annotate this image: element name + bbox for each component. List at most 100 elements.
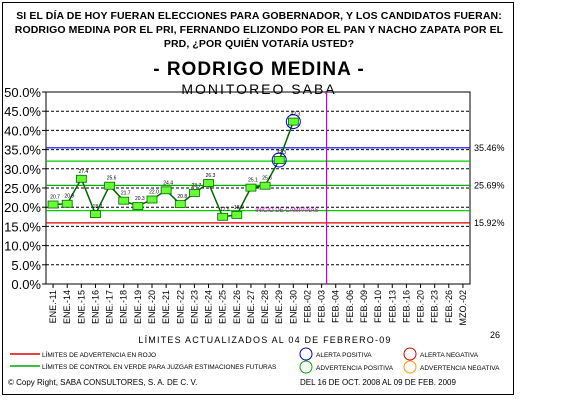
x-tick-label: ENE.-19 xyxy=(133,290,143,324)
data-label: 18.2 xyxy=(93,204,103,210)
data-point xyxy=(188,189,200,197)
x-tick-label: FEB.-06 xyxy=(345,290,355,323)
data-label: 17.5 xyxy=(220,207,230,213)
x-tick-label: FEB.-16 xyxy=(401,290,411,323)
y-tick-label: 35.0% xyxy=(4,143,41,158)
x-tick-label: FEB.-23 xyxy=(430,290,440,323)
x-tick-label: ENE.-25 xyxy=(218,290,228,324)
legend-advertencia-positiva-icon xyxy=(299,360,313,374)
data-label: 24.4 xyxy=(163,180,173,186)
x-tick-label: ENE.-29 xyxy=(274,290,284,324)
survey-question: SI EL DÍA DE HOY FUERAN ELECCIONES PARA … xyxy=(14,10,504,50)
legend-red-label: LÍMITES DE ADVERTENCIA EN ROJO xyxy=(42,350,156,359)
legend-advertencia-negativa-icon xyxy=(403,360,417,374)
y-tick-label: 25.0% xyxy=(4,181,41,196)
reference-line-label: 15.92% xyxy=(474,218,505,228)
data-label: 25.6 xyxy=(107,176,117,182)
x-tick-label: FEB.-02 xyxy=(302,290,312,323)
data-point xyxy=(146,195,158,204)
x-tick-label: ENE.-14 xyxy=(62,290,72,324)
y-tick-label: 30.0% xyxy=(4,162,41,177)
reference-line-label: 35.46% xyxy=(474,143,505,153)
y-tick-label: 50.0% xyxy=(4,85,41,100)
data-point xyxy=(118,196,130,205)
y-tick-label: 45.0% xyxy=(4,104,41,119)
copyright: © Copy Right, SABA CONSULTORES, S. A. DE… xyxy=(8,378,197,387)
x-tick-label: ENE.-28 xyxy=(260,290,270,324)
legend-advertencia-positiva: ADVERTENCIA POSITIVA xyxy=(316,365,394,372)
campaign-start-annotation: INICIO DE CAMPAÑAS xyxy=(255,207,318,214)
x-tick-label: FEB.-20 xyxy=(416,290,426,323)
chart-frame: SI EL DÍA DE HOY FUERAN ELECCIONES PARA … xyxy=(2,2,514,395)
data-label: 25.1 xyxy=(248,178,258,184)
data-label: 22.0 xyxy=(149,190,159,196)
data-label: 21.7 xyxy=(121,191,131,197)
x-tick-label: FEB.-03 xyxy=(317,290,327,323)
data-point xyxy=(231,210,243,219)
x-tick-label: ENE.-18 xyxy=(119,290,129,324)
data-label: 26.3 xyxy=(206,173,216,179)
x-tick-label: ENE.-24 xyxy=(204,290,214,324)
x-tick-label: FEB.-10 xyxy=(373,290,383,323)
period: DEL 16 DE OCT. 2008 AL 09 DE FEB. 2009 xyxy=(300,378,456,387)
legend-alerta-negativa: ALERTA NEGATIVA xyxy=(420,352,479,359)
data-point xyxy=(47,200,59,209)
data-point xyxy=(259,181,271,190)
x-tick-label: ENE.-16 xyxy=(90,290,100,324)
y-tick-label: 40.0% xyxy=(4,123,41,138)
data-label: 23.7 xyxy=(192,183,202,189)
alert-circle xyxy=(285,114,301,130)
y-tick-label: 10.0% xyxy=(4,239,41,254)
data-point xyxy=(287,117,299,126)
x-tick-label: ENE.-27 xyxy=(246,290,256,324)
data-label: 20.3 xyxy=(135,196,145,202)
chart-subtitle: MONITOREO SABA xyxy=(181,81,337,97)
y-tick-label: 5.0% xyxy=(11,258,41,273)
legend-alerta-positiva: ALERTA POSITIVA xyxy=(316,352,372,359)
data-point xyxy=(132,202,144,210)
reference-line-label: 25.69% xyxy=(474,180,505,190)
legend-alerta-positiva-icon xyxy=(299,347,313,361)
legend-advertencia-negativa: ADVERTENCIA NEGATIVA xyxy=(420,365,500,372)
data-label: 27.4 xyxy=(78,169,88,175)
data-point xyxy=(273,156,285,164)
data-point xyxy=(90,210,101,219)
x-tick-label: MZO.-02 xyxy=(458,290,468,326)
data-point xyxy=(104,181,115,190)
chart-title: - RODRIGO MEDINA - xyxy=(153,59,365,80)
x-tick-label: ENE.-26 xyxy=(232,290,242,324)
x-tick-label: ENE.-15 xyxy=(76,290,86,324)
data-label: 18.0 xyxy=(234,205,244,211)
y-tick-label: 0.0% xyxy=(11,277,41,292)
x-tick-label: ENE.-17 xyxy=(105,290,115,324)
data-label: 25.6 xyxy=(262,176,272,182)
data-label: 20.8 xyxy=(177,194,187,200)
data-point xyxy=(61,199,73,208)
x-tick-label: ENE.-23 xyxy=(189,290,199,324)
alert-circle xyxy=(271,152,287,168)
data-label: 20.9 xyxy=(64,194,74,200)
data-point xyxy=(174,200,186,209)
x-tick-label: FEB.-04 xyxy=(331,290,341,323)
data-point xyxy=(203,179,214,187)
x-tick-label: FEB.-13 xyxy=(387,290,397,323)
x-tick-label: ENE.-20 xyxy=(147,290,157,324)
y-tick-label: 20.0% xyxy=(4,200,41,215)
x-tick-label: ENE.-22 xyxy=(175,290,185,324)
x-tick-label: ENE.-30 xyxy=(288,290,298,324)
data-point xyxy=(75,174,87,183)
x-tick-label: ENE.-11 xyxy=(48,290,58,323)
data-point xyxy=(217,212,229,221)
x-tick-label: ENE.-21 xyxy=(161,290,171,324)
y-tick-label: 15.0% xyxy=(4,219,41,234)
data-point xyxy=(160,186,172,195)
x-axis-note: LÍMITES ACTUALIZADOS AL 04 DE FEBRERO-09 xyxy=(138,335,391,345)
data-label: 32.3 xyxy=(276,150,286,156)
data-point xyxy=(245,183,257,192)
data-label: 42.3 xyxy=(290,112,300,118)
legend-green-label: LÍMITES DE CONTROL EN VERDE PARA JUZGAR … xyxy=(42,362,277,371)
x-tick-label: FEB.-09 xyxy=(359,290,369,323)
legend-alerta-negativa-icon xyxy=(403,347,417,361)
x-tick-label: FEB.-26 xyxy=(444,290,454,323)
